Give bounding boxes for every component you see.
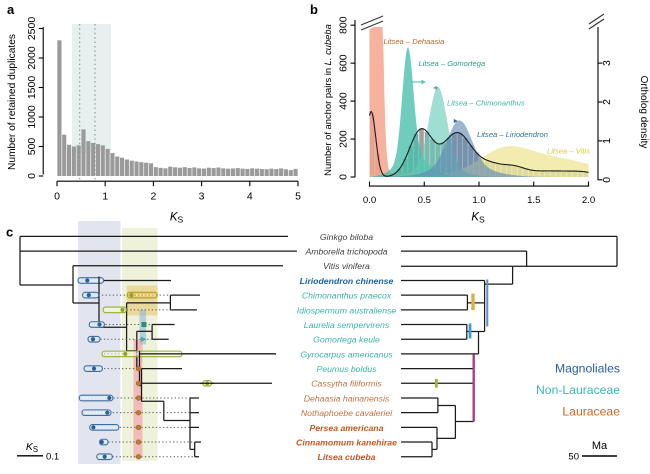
svg-text:a: a xyxy=(7,2,15,17)
svg-text:Lauraceae: Lauraceae xyxy=(562,405,620,419)
svg-text:0.0: 0.0 xyxy=(363,195,376,206)
svg-text:1000: 1000 xyxy=(26,105,38,129)
svg-text:2.0: 2.0 xyxy=(582,195,595,206)
svg-text:Peumus boldus: Peumus boldus xyxy=(317,364,378,374)
svg-text:5: 5 xyxy=(295,191,301,203)
svg-text:1: 1 xyxy=(102,191,108,203)
svg-text:Chimonanthus praecox: Chimonanthus praecox xyxy=(302,291,392,301)
svg-text:Litsea – Vitis: Litsea – Vitis xyxy=(547,147,590,156)
svg-text:Cinnamomum kanehirae: Cinnamomum kanehirae xyxy=(296,437,397,447)
svg-text:Magnoliales: Magnoliales xyxy=(555,362,620,376)
svg-text:0: 0 xyxy=(601,177,613,183)
svg-text:Non-Lauraceae: Non-Lauraceae xyxy=(536,383,620,397)
svg-text:2: 2 xyxy=(150,191,156,203)
svg-text:Cassytha filiformis: Cassytha filiformis xyxy=(311,379,382,389)
svg-text:400: 400 xyxy=(338,92,350,110)
svg-text:Gomortega keule: Gomortega keule xyxy=(313,335,380,345)
svg-text:500: 500 xyxy=(26,138,38,156)
svg-text:2: 2 xyxy=(601,99,613,105)
svg-text:600: 600 xyxy=(338,54,350,72)
svg-text:Litsea – Dehaasia: Litsea – Dehaasia xyxy=(384,37,445,46)
svg-text:Litsea cubeba: Litsea cubeba xyxy=(318,452,376,462)
svg-text:1: 1 xyxy=(601,138,613,144)
svg-text:KS: KS xyxy=(26,441,38,454)
svg-text:c: c xyxy=(6,225,13,240)
svg-text:KS: KS xyxy=(471,212,485,225)
svg-text:Vitis vinifera: Vitis vinifera xyxy=(323,261,370,271)
svg-text:Litsea – Liriodendron: Litsea – Liriodendron xyxy=(477,130,548,139)
svg-text:4: 4 xyxy=(247,191,253,203)
svg-text:Laurelia sempervirens: Laurelia sempervirens xyxy=(304,320,390,330)
svg-text:Amborella trichopoda: Amborella trichopoda xyxy=(304,246,387,256)
svg-text:0: 0 xyxy=(338,174,350,180)
svg-text:800: 800 xyxy=(338,16,350,34)
svg-text:Idiospermum australiense: Idiospermum australiense xyxy=(297,305,397,315)
svg-text:KS: KS xyxy=(170,212,184,225)
svg-text:2000: 2000 xyxy=(26,46,38,70)
svg-text:3: 3 xyxy=(601,60,613,66)
svg-text:0.5: 0.5 xyxy=(418,195,431,206)
svg-text:Persea americana: Persea americana xyxy=(310,423,384,433)
svg-text:Ortholog density: Ortholog density xyxy=(638,76,649,149)
svg-text:Liriodendron chinense: Liriodendron chinense xyxy=(300,276,394,286)
svg-text:0: 0 xyxy=(54,191,60,203)
svg-text:0: 0 xyxy=(26,173,38,179)
svg-text:Ma: Ma xyxy=(592,440,608,452)
svg-text:0.1: 0.1 xyxy=(46,452,59,463)
svg-text:Number of anchor pairs in L. c: Number of anchor pairs in L. cubeba xyxy=(322,24,333,176)
svg-text:Litsea – Chimonanthus: Litsea – Chimonanthus xyxy=(447,99,525,108)
svg-text:Ginkgo biloba: Ginkgo biloba xyxy=(320,232,373,242)
svg-text:Dehaasia hainanensis: Dehaasia hainanensis xyxy=(304,393,390,403)
svg-text:200: 200 xyxy=(338,130,350,148)
svg-text:3: 3 xyxy=(199,191,205,203)
svg-text:b: b xyxy=(310,2,318,17)
svg-text:Nothaphoebe cavaleriei: Nothaphoebe cavaleriei xyxy=(301,408,393,418)
svg-text:1.5: 1.5 xyxy=(527,195,540,206)
svg-text:Number of retained duplicates: Number of retained duplicates xyxy=(7,34,18,170)
svg-text:1500: 1500 xyxy=(26,76,38,100)
svg-text:2500: 2500 xyxy=(26,17,38,41)
svg-text:1.0: 1.0 xyxy=(472,195,485,206)
svg-text:Gyrocarpus americanus: Gyrocarpus americanus xyxy=(300,349,393,359)
svg-text:Litsea – Gomortega: Litsea – Gomortega xyxy=(419,59,486,68)
svg-text:50: 50 xyxy=(568,452,579,463)
